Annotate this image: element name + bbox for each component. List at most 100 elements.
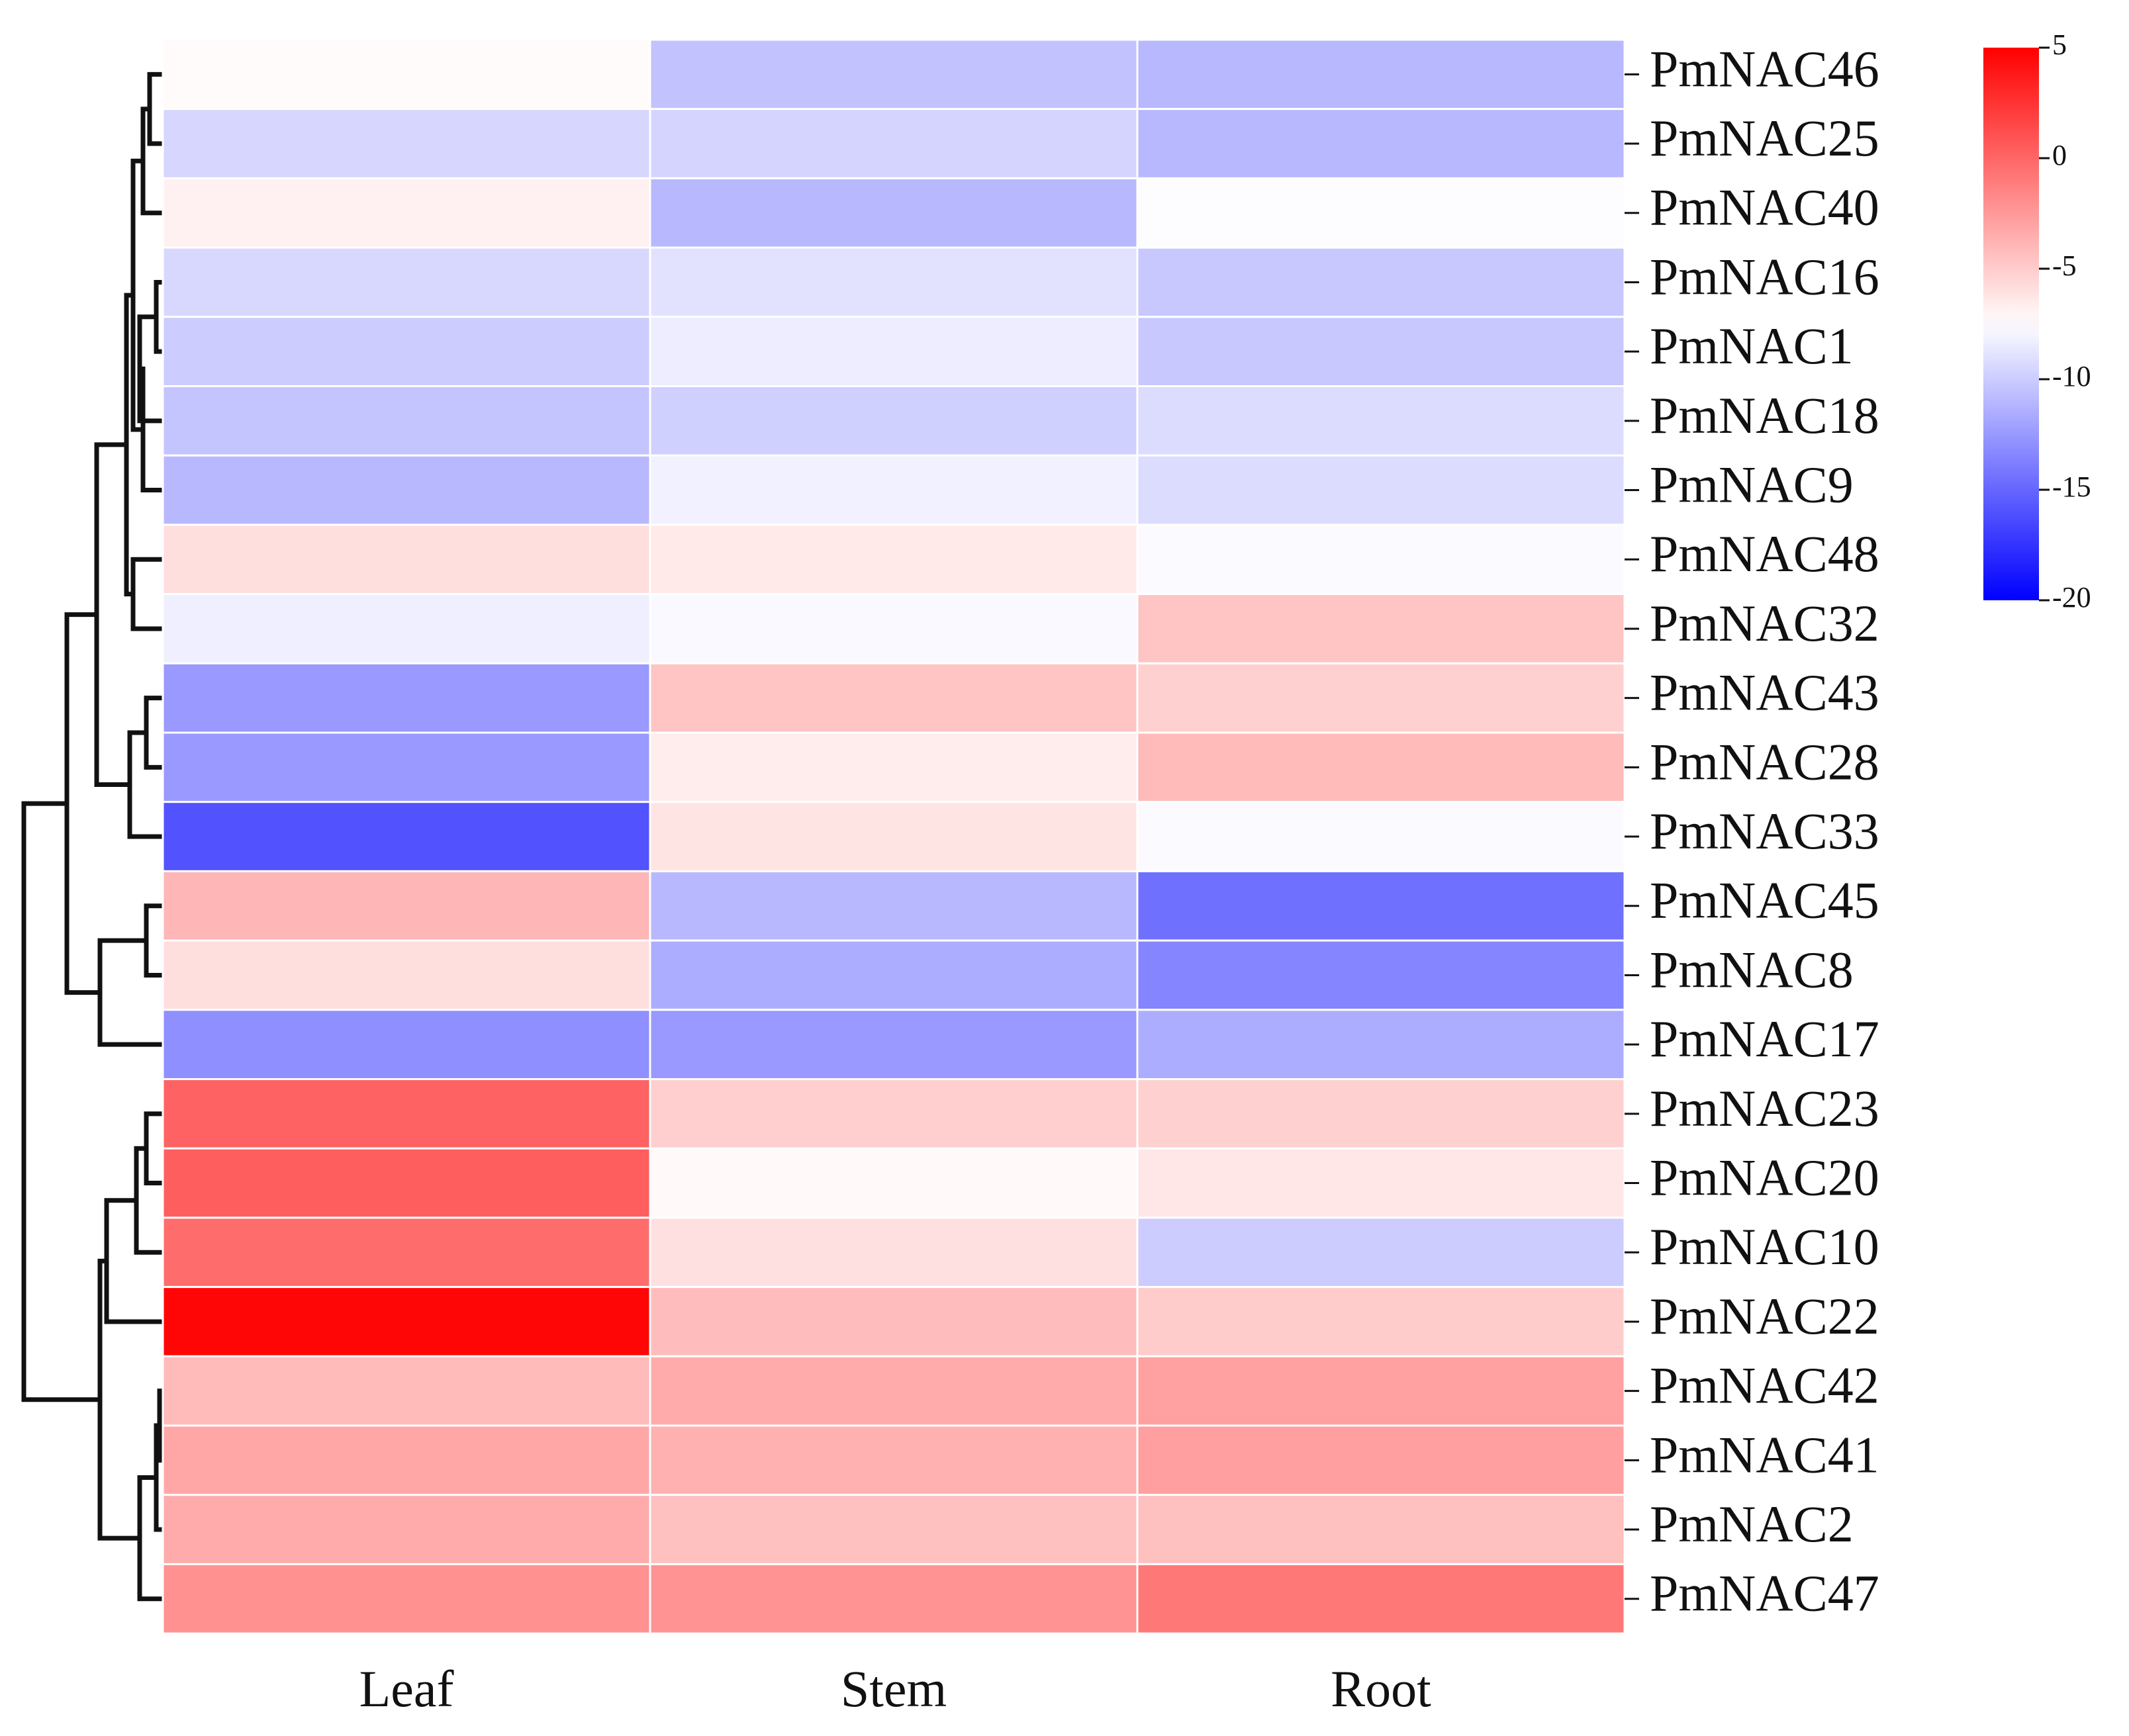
heatmap-cell-PmNAC20-Leaf: [162, 1147, 651, 1219]
heatmap-cell-PmNAC17-Stem: [649, 1009, 1139, 1081]
heatmap-cell-PmNAC47-Leaf: [162, 1563, 651, 1635]
colorbar: 5 0 -5 -10 -15 -20: [1983, 28, 2091, 614]
heatmap-cell-PmNAC43-Leaf: [162, 662, 651, 734]
heatmap-cell-PmNAC33-Stem: [649, 801, 1139, 872]
heatmap-cell-PmNAC25-Stem: [649, 108, 1139, 179]
dendrogram-link: [130, 557, 163, 631]
column-label: Stem: [841, 1660, 947, 1717]
colorbar-tick-label: -10: [2052, 360, 2091, 392]
heatmap-cell-PmNAC16-Stem: [649, 246, 1139, 318]
row-label: PmNAC46: [1650, 40, 1879, 97]
heatmap-cell-PmNAC23-Root: [1136, 1078, 1626, 1150]
dendrogram-link: [97, 938, 163, 1047]
heatmap-cell-PmNAC33-Root: [1136, 801, 1626, 872]
heatmap-cell-PmNAC1-Stem: [649, 316, 1139, 387]
dendrogram-link: [140, 107, 163, 216]
heatmap-cell-PmNAC43-Stem: [649, 662, 1139, 734]
row-label: PmNAC10: [1650, 1218, 1879, 1275]
heatmap-cell-PmNAC45-Root: [1136, 870, 1626, 942]
heatmap-cell-PmNAC41-Leaf: [162, 1424, 651, 1496]
colorbar-tick-label: 5: [2052, 28, 2067, 61]
heatmap-cell-PmNAC8-Root: [1136, 939, 1626, 1011]
colorbar-gradient: [1983, 48, 2039, 600]
heatmap-cell-PmNAC48-Leaf: [162, 524, 651, 596]
heatmap-cell-PmNAC22-Leaf: [162, 1286, 651, 1357]
row-label: PmNAC45: [1650, 872, 1879, 929]
heatmap-cell-PmNAC2-Root: [1136, 1494, 1626, 1565]
row-label: PmNAC40: [1650, 179, 1879, 236]
heatmap-cell-PmNAC28-Leaf: [162, 731, 651, 803]
heatmap-cell-PmNAC33-Leaf: [162, 801, 651, 872]
heatmap-cell-PmNAC45-Stem: [649, 870, 1139, 942]
heatmap-cell-PmNAC46-Root: [1136, 38, 1626, 111]
heatmap-cell-PmNAC22-Root: [1136, 1286, 1626, 1357]
heatmap-cell-PmNAC40-Stem: [649, 177, 1139, 249]
heatmap-cell-PmNAC18-Leaf: [162, 385, 651, 457]
colorbar-tick-label: -20: [2052, 581, 2091, 614]
colorbar-tick-label: -5: [2052, 250, 2077, 282]
row-label: PmNAC22: [1650, 1287, 1879, 1345]
heatmap-cell-PmNAC9-Stem: [649, 454, 1139, 526]
row-label: PmNAC47: [1650, 1565, 1879, 1622]
heatmap-cell-PmNAC23-Leaf: [162, 1078, 651, 1150]
row-dendrogram: [21, 71, 163, 1602]
column-labels: Leaf Stem Root: [359, 1660, 1432, 1717]
heatmap-cell-PmNAC28-Stem: [649, 731, 1139, 803]
colorbar-tick-label: -15: [2052, 471, 2091, 503]
heatmap-cell-PmNAC17-Leaf: [162, 1009, 651, 1081]
heatmap-cell-PmNAC10-Root: [1136, 1216, 1626, 1289]
heatmap-cell-PmNAC10-Stem: [649, 1216, 1139, 1289]
dendrogram-link: [134, 1146, 163, 1255]
row-label: PmNAC32: [1650, 594, 1879, 652]
heatmap-cell-PmNAC22-Stem: [649, 1286, 1139, 1357]
heatmap-cell-PmNAC42-Root: [1136, 1355, 1626, 1427]
heatmap-cell-PmNAC9-Root: [1136, 454, 1626, 526]
heatmap-cell-PmNAC48-Stem: [649, 524, 1139, 596]
dendrogram-link: [140, 366, 163, 493]
heatmap-cell-PmNAC8-Stem: [649, 939, 1139, 1011]
dendrogram-link: [144, 903, 163, 978]
heatmap-cell-PmNAC47-Root: [1136, 1563, 1626, 1635]
heatmap-cell-PmNAC42-Stem: [649, 1355, 1139, 1427]
row-label: PmNAC2: [1650, 1495, 1854, 1553]
row-label: PmNAC9: [1650, 455, 1854, 513]
row-label: PmNAC18: [1650, 387, 1879, 444]
heatmap-cell-PmNAC2-Stem: [649, 1494, 1139, 1565]
row-labels: PmNAC46 PmNAC25 PmNAC40 PmNAC16 PmNAC1 PmNAC1…: [1625, 40, 1879, 1622]
row-label: PmNAC1: [1650, 317, 1854, 375]
row-label: PmNAC20: [1650, 1148, 1879, 1206]
heatmap-cell-PmNAC32-Root: [1136, 593, 1626, 664]
row-label: PmNAC25: [1650, 109, 1879, 167]
heatmap-cell-PmNAC41-Root: [1136, 1424, 1626, 1496]
heatmap-cell-PmNAC20-Stem: [649, 1147, 1139, 1219]
row-label: PmNAC33: [1650, 802, 1879, 860]
heatmap-cell-PmNAC18-Root: [1136, 385, 1626, 457]
column-label: Root: [1331, 1660, 1431, 1717]
row-label: PmNAC41: [1650, 1426, 1879, 1483]
heatmap-cell-PmNAC32-Stem: [649, 593, 1139, 664]
dendrogram-link: [137, 1475, 163, 1602]
heatmap-cell-PmNAC23-Stem: [649, 1078, 1139, 1150]
dendrogram-link: [144, 1111, 163, 1186]
heatmap-cell-PmNAC8-Leaf: [162, 939, 651, 1011]
row-label: PmNAC17: [1650, 1010, 1879, 1068]
dendrogram-link: [147, 71, 163, 146]
row-label: PmNAC43: [1650, 664, 1879, 721]
dendrogram-link: [144, 696, 163, 770]
heatmap-cell-PmNAC45-Leaf: [162, 870, 651, 942]
heatmap-cells: [162, 38, 1626, 1635]
heatmap-cell-PmNAC1-Leaf: [162, 316, 651, 387]
heatmap-cell-PmNAC2-Leaf: [162, 1494, 651, 1565]
heatmap-cell-PmNAC46-Leaf: [162, 38, 651, 111]
heatmap-cell-PmNAC40-Leaf: [162, 177, 651, 249]
heatmap-cell-PmNAC48-Root: [1136, 524, 1626, 596]
row-label: PmNAC16: [1650, 248, 1879, 305]
heatmap-cell-PmNAC10-Leaf: [162, 1216, 651, 1289]
row-label: PmNAC42: [1650, 1357, 1879, 1414]
heatmap-cell-PmNAC1-Root: [1136, 316, 1626, 387]
row-label: PmNAC23: [1650, 1079, 1879, 1137]
heatmap-cell-PmNAC32-Leaf: [162, 593, 651, 664]
dendrogram-link: [21, 801, 100, 1402]
heatmap-cell-PmNAC16-Leaf: [162, 246, 651, 318]
